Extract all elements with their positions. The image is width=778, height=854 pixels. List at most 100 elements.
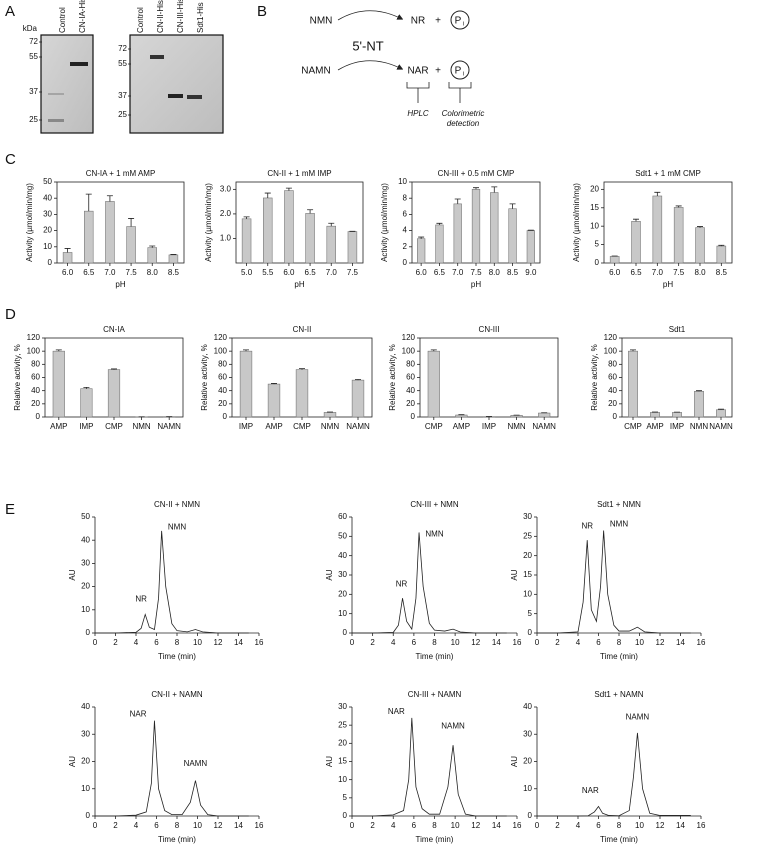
lane-label: Sdt1-His [196, 2, 205, 33]
x-tick-label: 7.5 [126, 268, 138, 277]
y-tick-label: 40 [338, 551, 347, 560]
y-tick-label: 40 [43, 193, 52, 202]
lane-label: Control [136, 7, 145, 33]
x-tick-label: 14 [676, 821, 685, 830]
bar [694, 391, 704, 418]
x-tick-label: 8.0 [489, 268, 501, 277]
x-tick-label: 0 [93, 638, 98, 647]
x-tick-label: AMP [453, 422, 470, 431]
x-tick-label: IMP [482, 422, 496, 431]
x-tick-label: 2 [113, 638, 118, 647]
panel-label: E [5, 501, 15, 518]
y-tick-label: 60 [218, 373, 227, 382]
y-tick-label: 100 [214, 346, 228, 355]
method: HPLC [407, 109, 429, 118]
peak-label: NR [581, 522, 593, 531]
y-tick-label: 30 [338, 702, 347, 711]
y-tick-label: 30 [338, 570, 347, 579]
marker-label: 37 [118, 91, 127, 100]
y-tick-label: 100 [604, 346, 618, 355]
error-bar [299, 368, 305, 370]
bar [650, 412, 660, 418]
x-tick-label: 7.5 [673, 268, 685, 277]
error-bar [355, 379, 361, 381]
y-tick-label: 0 [595, 258, 600, 267]
bar [453, 203, 462, 264]
x-tick-label: 0 [350, 638, 355, 647]
chart-title: Sdt1 + 1 mM CMP [635, 169, 701, 178]
arrow [337, 10, 402, 21]
peak-label: NR [396, 580, 408, 589]
x-tick-label: 6.5 [83, 268, 95, 277]
y-tick-label: 40 [81, 702, 90, 711]
gel-band [187, 95, 202, 99]
y-tick-label: 0 [403, 258, 408, 267]
chart-title: Sdt1 + NAMN [594, 690, 643, 699]
y-tick-label: 10 [523, 589, 532, 598]
y-tick-label: 10 [338, 609, 347, 618]
plus: + [435, 66, 441, 77]
x-tick-label: 9.0 [525, 268, 537, 277]
error-bar [111, 368, 117, 370]
error-bar [264, 192, 271, 198]
y-tick-label: 40 [218, 386, 227, 395]
x-tick-label: 7.0 [652, 268, 664, 277]
y-tick-label: 20 [31, 399, 40, 408]
y-tick-label: 0 [613, 412, 618, 421]
y-tick-label: 30 [81, 559, 90, 568]
bar [84, 210, 94, 264]
x-axis-label: Time (min) [416, 835, 454, 844]
x-tick-label: 8 [175, 638, 180, 647]
y-tick-label: 50 [338, 531, 347, 540]
x-tick-label: 12 [656, 821, 665, 830]
phosphate-sub: i [463, 22, 464, 28]
x-tick-label: 6 [596, 821, 601, 830]
gel-band [48, 119, 64, 122]
y-tick-label: 15 [590, 203, 599, 212]
y-tick-label: 30 [43, 210, 52, 219]
y-tick-label: 10 [81, 784, 90, 793]
gel-band [150, 55, 164, 59]
bar [326, 225, 336, 264]
plus: + [435, 16, 441, 27]
enzyme: 5'-NT [352, 38, 383, 53]
x-tick-label: NAMN [709, 422, 733, 431]
x-axis-label: pH [663, 280, 673, 289]
y-tick-label: 10 [338, 775, 347, 784]
x-axis-label: Time (min) [600, 835, 638, 844]
x-tick-label: AMP [50, 422, 67, 431]
y-axis-label: AU [68, 756, 77, 767]
x-tick-label: 4 [134, 821, 139, 830]
x-tick-label: 6 [154, 638, 159, 647]
bar [526, 230, 535, 264]
gel [40, 34, 94, 134]
axes [536, 707, 701, 817]
bar [427, 350, 440, 418]
y-tick-label: 0 [36, 412, 41, 421]
bar [510, 415, 523, 418]
error-bar [473, 187, 479, 190]
bar [126, 226, 136, 264]
chromatogram [95, 530, 249, 634]
y-tick-label: 8 [403, 193, 408, 202]
x-tick-label: 12 [471, 638, 480, 647]
x-tick-label: 14 [234, 638, 243, 647]
marker-label: 37 [29, 87, 38, 96]
error-bar [696, 390, 702, 392]
y-tick-label: 20 [523, 551, 532, 560]
lane-label: CN-IA-His [78, 0, 87, 33]
chart-title: CN-II + 1 mM IMP [267, 169, 331, 178]
x-tick-label: 8.5 [168, 268, 180, 277]
peak-label: NAMN [184, 759, 208, 768]
y-tick-label: 1.0 [220, 234, 232, 243]
phosphate: P [455, 16, 462, 27]
x-tick-label: 8 [617, 821, 622, 830]
y-tick-label: 120 [402, 333, 416, 342]
bar [716, 409, 726, 418]
x-tick-label: 6.0 [416, 268, 428, 277]
y-tick-label: 2 [403, 242, 408, 251]
y-tick-label: 0 [86, 811, 91, 820]
peak-label: NAR [130, 710, 147, 719]
x-tick-label: 16 [697, 638, 706, 647]
x-axis-label: pH [471, 280, 481, 289]
